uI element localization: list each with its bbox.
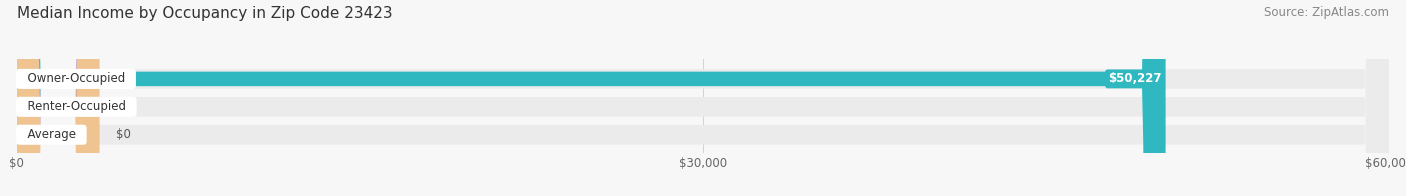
FancyBboxPatch shape — [17, 0, 1389, 196]
Text: $50,227: $50,227 — [1108, 72, 1161, 85]
FancyBboxPatch shape — [17, 0, 1389, 196]
FancyBboxPatch shape — [17, 0, 100, 196]
FancyBboxPatch shape — [17, 0, 100, 196]
Text: $0: $0 — [115, 100, 131, 113]
Text: Owner-Occupied: Owner-Occupied — [20, 72, 132, 85]
FancyBboxPatch shape — [17, 0, 1166, 196]
Text: Source: ZipAtlas.com: Source: ZipAtlas.com — [1264, 6, 1389, 19]
Text: $0: $0 — [115, 128, 131, 141]
Text: Median Income by Occupancy in Zip Code 23423: Median Income by Occupancy in Zip Code 2… — [17, 6, 392, 21]
Text: Renter-Occupied: Renter-Occupied — [20, 100, 134, 113]
FancyBboxPatch shape — [17, 0, 1389, 196]
Text: Average: Average — [20, 128, 83, 141]
